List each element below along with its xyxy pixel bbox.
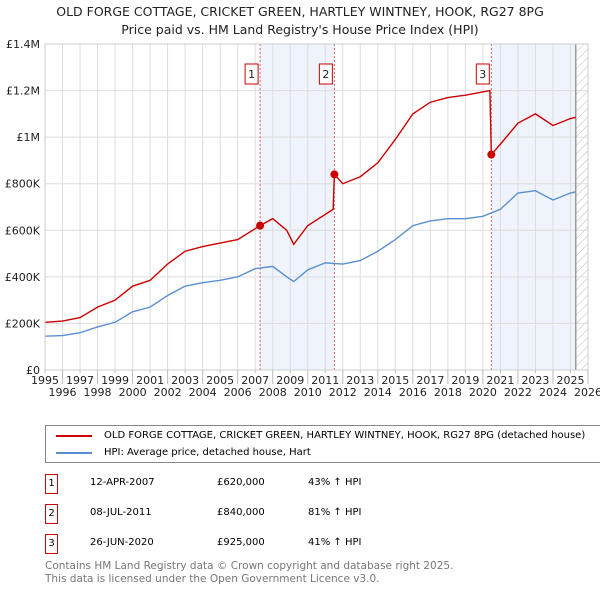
x-tick-label: 2009: [276, 374, 304, 387]
x-tick-label: 2004: [189, 386, 217, 399]
x-tick-label: 2021: [486, 374, 514, 387]
y-tick-label: £1.2M: [6, 85, 40, 98]
y-tick-label: £800K: [5, 178, 41, 191]
x-tick-label: 2000: [119, 386, 147, 399]
sale-point: [330, 170, 339, 179]
chart-title: OLD FORGE COTTAGE, CRICKET GREEN, HARTLE…: [56, 4, 544, 19]
x-tick-label: 2018: [434, 386, 462, 399]
sale-date: 08-JUL-2011: [90, 507, 152, 518]
sale-price: £840,000: [217, 507, 265, 518]
x-tick-label: 1997: [66, 374, 94, 387]
x-tick-label: 2019: [451, 374, 479, 387]
x-tick-label: 2003: [171, 374, 199, 387]
x-tick-label: 2010: [294, 386, 322, 399]
sale-marker-badge: 2: [45, 504, 58, 524]
sale-label: 1: [248, 68, 255, 81]
shaded-period-3-end: [491, 44, 576, 370]
x-tick-label: 1995: [31, 374, 59, 387]
x-tick-label: 2012: [329, 386, 357, 399]
x-tick-label: 2024: [539, 386, 567, 399]
x-tick-label: 2013: [346, 374, 374, 387]
sale-row: 2 08-JUL-2011 £840,000 81% ↑ HPI: [45, 504, 445, 524]
legend-label-hpi: HPI: Average price, detached house, Hart: [104, 447, 311, 458]
plot-border: [44, 43, 589, 371]
sale-hpi-change: 41% ↑ HPI: [308, 537, 362, 548]
x-tick-label: 2007: [241, 374, 269, 387]
y-tick-label: £1M: [17, 131, 41, 144]
x-tick-label: 2022: [504, 386, 532, 399]
sale-price: £620,000: [217, 477, 265, 488]
y-tick-label: £0: [26, 364, 40, 377]
sale-row: 1 12-APR-2007 £620,000 43% ↑ HPI: [45, 474, 445, 494]
x-tick-label: 1996: [49, 386, 77, 399]
chart-subtitle: Price paid vs. HM Land Registry's House …: [121, 22, 479, 37]
legend-swatch-hpi: [56, 451, 92, 454]
x-tick-label: 2008: [259, 386, 287, 399]
legend: OLD FORGE COTTAGE, CRICKET GREEN, HARTLE…: [45, 425, 600, 463]
plot-area: 1995199619971998199920002001200220032004…: [5, 38, 600, 399]
sale-price: £925,000: [217, 537, 265, 548]
sale-date: 12-APR-2007: [90, 477, 155, 488]
sale-row: 3 26-JUN-2020 £925,000 41% ↑ HPI: [45, 534, 445, 554]
x-tick-label: 2025: [556, 374, 584, 387]
footer: Contains HM Land Registry data © Crown c…: [45, 560, 453, 586]
x-tick-label: 2014: [364, 386, 392, 399]
x-tick-label: 2002: [154, 386, 182, 399]
sale-label: 3: [479, 68, 486, 81]
x-tick-label: 2026: [574, 386, 600, 399]
y-tick-label: £1.4M: [6, 38, 40, 51]
x-tick-label: 2011: [311, 374, 339, 387]
sale-label-box: [475, 63, 490, 85]
x-tick-label: 1998: [84, 386, 112, 399]
x-tick-label: 1999: [101, 374, 129, 387]
sale-label-box: [318, 63, 333, 85]
legend-label-property: OLD FORGE COTTAGE, CRICKET GREEN, HARTLE…: [104, 430, 586, 441]
x-tick-label: 2020: [469, 386, 497, 399]
shaded-period-1-2: [260, 44, 335, 370]
sale-hpi-change: 43% ↑ HPI: [308, 477, 362, 488]
sale-label-box: [244, 63, 259, 85]
sale-hpi-change: 81% ↑ HPI: [308, 507, 362, 518]
property-price-line: [44, 89, 576, 323]
hpi-line: [44, 189, 576, 337]
sale-point: [487, 150, 496, 159]
sale-date: 26-JUN-2020: [90, 537, 154, 548]
forecast-hatch: [575, 44, 588, 370]
y-tick-label: £200K: [5, 317, 41, 330]
x-tick-label: 2001: [136, 374, 164, 387]
legend-swatch-property: [56, 434, 92, 437]
footer-line2: This data is licensed under the Open Gov…: [45, 573, 380, 585]
x-tick-label: 2023: [521, 374, 549, 387]
x-tick-label: 2016: [399, 386, 427, 399]
sale-label: 2: [322, 68, 329, 81]
x-tick-label: 2017: [416, 374, 444, 387]
sale-marker-badge: 3: [45, 534, 58, 554]
sale-marker-badge: 1: [45, 474, 58, 494]
x-tick-label: 2005: [206, 374, 234, 387]
y-tick-label: £400K: [5, 271, 41, 284]
y-tick-label: £600K: [5, 224, 41, 237]
footer-line1: Contains HM Land Registry data © Crown c…: [45, 560, 454, 572]
sale-point: [256, 221, 265, 230]
x-tick-label: 2006: [224, 386, 252, 399]
x-tick-label: 2015: [381, 374, 409, 387]
